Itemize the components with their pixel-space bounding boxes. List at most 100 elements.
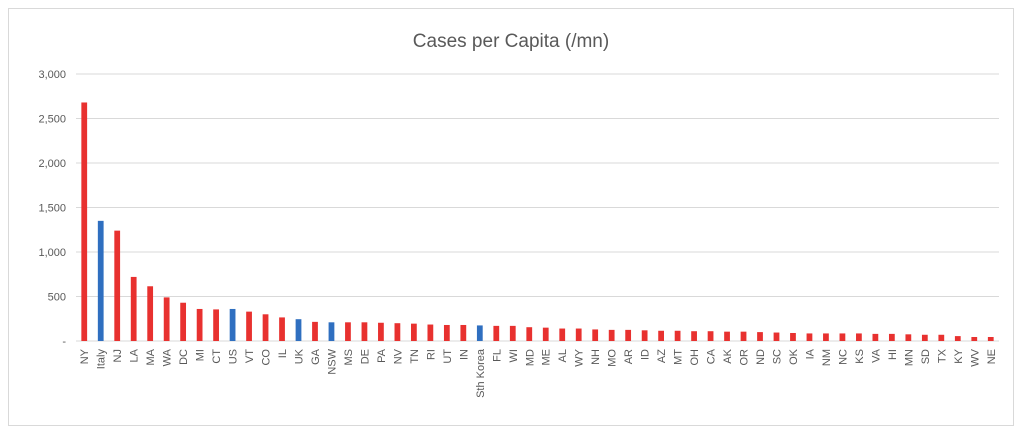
bar-oh	[691, 331, 697, 341]
bar-wv	[971, 336, 978, 341]
x-tick-label: UT	[442, 349, 454, 364]
bar-ky	[954, 336, 961, 341]
y-axis-tick-labels: - 500 1,000 1,500 2,000 2,500 3,000	[38, 69, 66, 348]
x-tick-label: AZ	[656, 349, 668, 363]
y-tick-label: 2,500	[38, 114, 66, 126]
bar-italy	[97, 220, 104, 341]
bar-nsw	[328, 322, 335, 341]
x-tick-label: CA	[706, 348, 718, 364]
y-tick-label: 3,000	[38, 69, 66, 81]
bar-id	[641, 330, 648, 341]
x-tick-label: NSW	[326, 348, 338, 374]
bar-il	[279, 317, 285, 341]
bar-mt	[674, 330, 681, 341]
x-tick-label: HI	[887, 349, 899, 360]
x-tick-label: ID	[640, 349, 652, 360]
x-tick-label: VA	[870, 348, 882, 363]
bars	[81, 102, 994, 341]
x-tick-label: KY	[953, 348, 965, 363]
x-tick-label: WA	[162, 348, 174, 366]
bar-nc	[839, 333, 846, 341]
x-tick-label: OH	[689, 349, 701, 366]
bar-pa	[378, 322, 384, 341]
x-tick-label: MN	[903, 349, 915, 366]
x-tick-label: LA	[129, 348, 141, 362]
bar-ga	[312, 321, 318, 341]
bar-nj	[114, 230, 121, 341]
x-tick-label: IN	[458, 349, 470, 360]
x-tick-label: WY	[574, 348, 586, 366]
bar-in	[460, 324, 467, 341]
bar-sth-korea	[476, 325, 483, 341]
bar-al	[559, 328, 566, 341]
bar-ms	[345, 322, 351, 341]
bar-mi	[196, 308, 203, 341]
x-tick-label: VT	[244, 349, 256, 363]
x-tick-label: CT	[211, 349, 223, 364]
chart-frame: Cases per Capita (/mn) - 500 1,000 1,500 2,0…	[8, 8, 1014, 426]
y-tick-label: 2,000	[38, 158, 66, 170]
bar-ne	[987, 336, 994, 341]
x-tick-label: MT	[673, 349, 685, 365]
chart-title: Cases per Capita (/mn)	[412, 31, 610, 52]
bar-mo	[608, 329, 615, 341]
bar-de	[361, 322, 368, 341]
bar-ny	[81, 102, 88, 341]
x-tick-label: TX	[936, 348, 948, 363]
x-tick-label: MA	[145, 348, 157, 365]
bar-az	[658, 330, 665, 341]
bar-us	[229, 308, 236, 341]
x-tick-label: UK	[294, 348, 306, 364]
bar-ok	[790, 332, 796, 341]
y-tick-label: -	[62, 336, 66, 348]
bar-mn	[905, 334, 912, 341]
x-tick-label: NH	[590, 349, 602, 365]
x-tick-label: ME	[541, 349, 553, 366]
bar-ri	[427, 324, 434, 341]
x-tick-label: NE	[986, 349, 998, 364]
x-tick-label: NC	[837, 349, 849, 365]
bar-md	[526, 327, 533, 341]
bar-wa	[163, 297, 170, 341]
x-tick-label: MO	[607, 349, 619, 367]
x-tick-label: OR	[739, 349, 751, 366]
bar-ak	[724, 331, 730, 341]
bar-nd	[757, 332, 763, 341]
bar-nv	[394, 323, 401, 341]
gridlines	[76, 73, 999, 342]
x-tick-label: DC	[178, 349, 190, 365]
bar-wi	[509, 325, 516, 341]
x-tick-label: IA	[804, 348, 816, 359]
y-tick-label: 1,000	[38, 247, 66, 259]
bar-la	[130, 276, 137, 341]
x-tick-label: CO	[261, 349, 273, 366]
x-tick-label: SD	[920, 349, 932, 364]
x-tick-label: US	[228, 349, 240, 364]
x-tick-label: TN	[409, 349, 421, 364]
bar-ut	[443, 324, 450, 341]
x-axis-category-labels: NY Italy NJ LA MA WA DC MI CT US VT CO IL UK GA NSW MS DE…	[79, 348, 998, 398]
bar-sd	[921, 334, 928, 341]
chart-svg: - 500 1,000 1,500 2,000 2,500 3,000 NY Italy NJ L…	[38, 69, 999, 398]
bar-sc	[773, 332, 780, 341]
bar-vt	[246, 311, 252, 341]
bar-va	[872, 333, 879, 341]
bar-hi	[888, 333, 895, 341]
bar-nh	[592, 329, 599, 341]
x-tick-label: Italy	[96, 349, 108, 370]
bar-nm	[823, 333, 829, 341]
x-tick-label: MS	[343, 349, 355, 366]
x-tick-label: NY	[79, 348, 91, 364]
bar-ct	[213, 309, 219, 341]
bar-ma	[147, 286, 154, 341]
bar-tx	[938, 334, 945, 341]
bar-uk	[295, 319, 302, 341]
bar-or	[740, 331, 747, 341]
x-tick-label: FL	[491, 349, 503, 362]
bar-wy	[575, 328, 582, 341]
x-tick-label: OK	[788, 348, 800, 365]
bar-ar	[625, 329, 632, 341]
x-tick-label: GA	[310, 348, 322, 365]
bar-tn	[410, 323, 417, 341]
x-tick-label: AK	[722, 348, 734, 363]
